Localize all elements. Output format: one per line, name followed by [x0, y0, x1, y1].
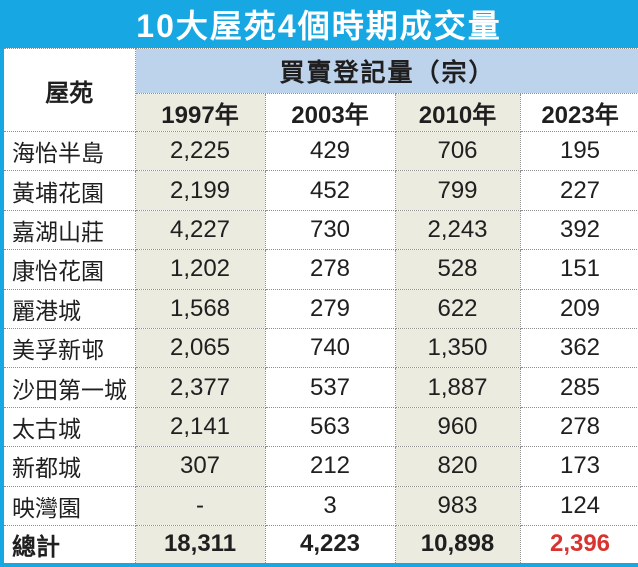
table-row: 沙田第一城 2,377 537 1,887 285	[1, 367, 638, 408]
transactions-table: 屋苑 買賣登記量（宗） 1997年 2003年 2010年 2023年 海怡半島 2,2…	[0, 48, 638, 567]
value-cell: 227	[519, 170, 638, 211]
value-cell: 706	[394, 130, 521, 172]
estate-name: 嘉湖山莊	[1, 209, 136, 251]
value-cell: 960	[394, 406, 521, 448]
header-row-group: 屋苑 買賣登記量（宗）	[1, 48, 638, 132]
total-row: 總計 18,311 4,223 10,898 2,396	[1, 524, 638, 566]
value-cell: 740	[264, 327, 396, 369]
value-cell: 799	[394, 170, 521, 211]
value-cell: 622	[394, 288, 521, 329]
value-cell: 307	[134, 446, 266, 487]
value-cell: 528	[394, 249, 521, 290]
value-cell: 1,568	[134, 288, 266, 329]
estate-name: 太古城	[1, 406, 136, 448]
estate-name: 黃埔花園	[1, 170, 136, 211]
year-header: 2010年	[394, 93, 521, 132]
table-row: 黃埔花園 2,199 452 799 227	[1, 170, 638, 211]
table-row: 麗港城 1,568 279 622 209	[1, 288, 638, 329]
value-cell: 278	[264, 249, 396, 290]
total-value-cell: 10,898	[394, 524, 521, 566]
value-cell: 429	[264, 130, 396, 172]
total-value-cell: 2,396	[519, 524, 638, 566]
value-cell: 173	[519, 446, 638, 487]
estate-name: 海怡半島	[1, 130, 136, 172]
value-cell: 212	[264, 446, 396, 487]
estate-name: 映灣園	[1, 485, 136, 526]
value-cell: 730	[264, 209, 396, 251]
table-body: 海怡半島 2,225 429 706 195 黃埔花園 2,199 452 799 227 嘉湖山莊…	[1, 130, 638, 566]
value-cell: 2,199	[134, 170, 266, 211]
estate-name: 新都城	[1, 446, 136, 487]
header-row-years: 1997年 2003年 2010年 2023年	[2, 93, 638, 132]
estate-column-header: 屋苑	[1, 48, 136, 132]
value-cell: 2,141	[134, 406, 266, 448]
registrations-group-header: 買賣登記量（宗）	[134, 48, 638, 94]
estate-name: 麗港城	[1, 288, 136, 329]
table-row: 映灣園 -3 983 124	[1, 485, 638, 526]
value-cell: 1,350	[394, 327, 521, 369]
estate-name: 沙田第一城	[1, 367, 136, 408]
value-cell: 392	[519, 209, 638, 251]
value-cell: 195	[519, 130, 638, 172]
value-cell: 4,227	[134, 209, 266, 251]
value-cell: 563	[264, 406, 396, 448]
title-bar: 10大屋苑4個時期成交量	[0, 0, 638, 48]
table-row: 新都城 307 212 820 173	[1, 446, 638, 487]
total-value-cell: 18,311	[134, 524, 266, 566]
table-row: 康怡花園 1,202 278 528 151	[1, 249, 638, 290]
year-header: 2003年	[264, 93, 396, 132]
value-cell: -	[134, 485, 266, 526]
value-cell: 537	[264, 367, 396, 408]
year-header: 1997年	[134, 93, 266, 132]
value-cell: 124	[519, 485, 638, 526]
estate-name: 美孚新邨	[1, 327, 136, 369]
total-value-cell: 4,223	[264, 524, 396, 566]
value-cell: 820	[394, 446, 521, 487]
value-cell: 2,225	[134, 130, 266, 172]
estate-name: 康怡花園	[1, 249, 136, 290]
value-cell: 3	[264, 485, 396, 526]
year-header: 2023年	[519, 93, 638, 132]
table-header: 屋苑 買賣登記量（宗） 1997年 2003年 2010年 2023年	[1, 48, 638, 132]
value-cell: 1,202	[134, 249, 266, 290]
value-cell: 983	[394, 485, 521, 526]
value-cell: 1,887	[394, 367, 521, 408]
table-row: 太古城 2,141 563 960 278	[1, 406, 638, 448]
table-row: 海怡半島 2,225 429 706 195	[1, 130, 638, 172]
table-row: 嘉湖山莊 4,227 730 2,243 392	[1, 209, 638, 251]
value-cell: 2,065	[134, 327, 266, 369]
value-cell: 452	[264, 170, 396, 211]
value-cell: 362	[519, 327, 638, 369]
table-row: 美孚新邨 2,065 740 1,350 362	[1, 327, 638, 369]
page-title: 10大屋苑4個時期成交量	[136, 8, 502, 44]
value-cell: 151	[519, 249, 638, 290]
total-label: 總計	[1, 524, 136, 566]
value-cell: 2,377	[134, 367, 266, 408]
value-cell: 285	[519, 367, 638, 408]
value-cell: 278	[519, 406, 638, 448]
value-cell: 279	[264, 288, 396, 329]
value-cell: 209	[519, 288, 638, 329]
value-cell: 2,243	[394, 209, 521, 251]
